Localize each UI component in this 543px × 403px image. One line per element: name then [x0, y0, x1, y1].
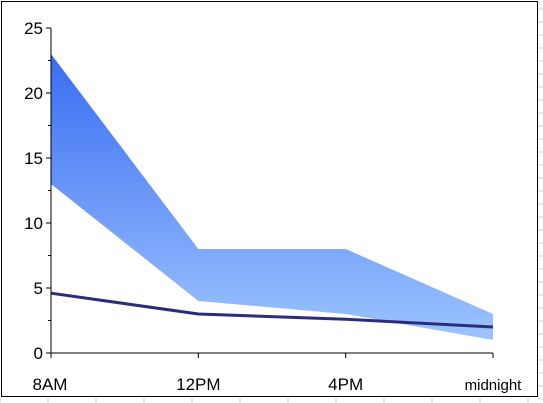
y-tick-label: 25: [24, 19, 43, 38]
x-tick-label: 12PM: [176, 375, 220, 394]
x-tick-label: 4PM: [328, 375, 363, 394]
y-axis: 0 5 10 15 20 25: [24, 19, 52, 363]
y-tick-label: 10: [24, 214, 43, 233]
y-tick-label: 0: [34, 344, 43, 363]
y-tick-label: 5: [34, 279, 43, 298]
plot-area: [50, 54, 494, 340]
y-tick-label: 20: [24, 84, 43, 103]
chart-frame: 0 5 10 15 20 25 8AM 12PM 4PM midnight: [1, 1, 538, 397]
range-band: [51, 54, 493, 340]
x-tick-label: midnight: [465, 377, 523, 394]
x-axis: 8AM 12PM 4PM midnight: [33, 352, 523, 394]
series-line: [50, 291, 494, 329]
x-tick-label: 8AM: [33, 375, 68, 394]
chart: 0 5 10 15 20 25 8AM 12PM 4PM midnight: [24, 19, 523, 394]
y-tick-label: 15: [24, 149, 43, 168]
